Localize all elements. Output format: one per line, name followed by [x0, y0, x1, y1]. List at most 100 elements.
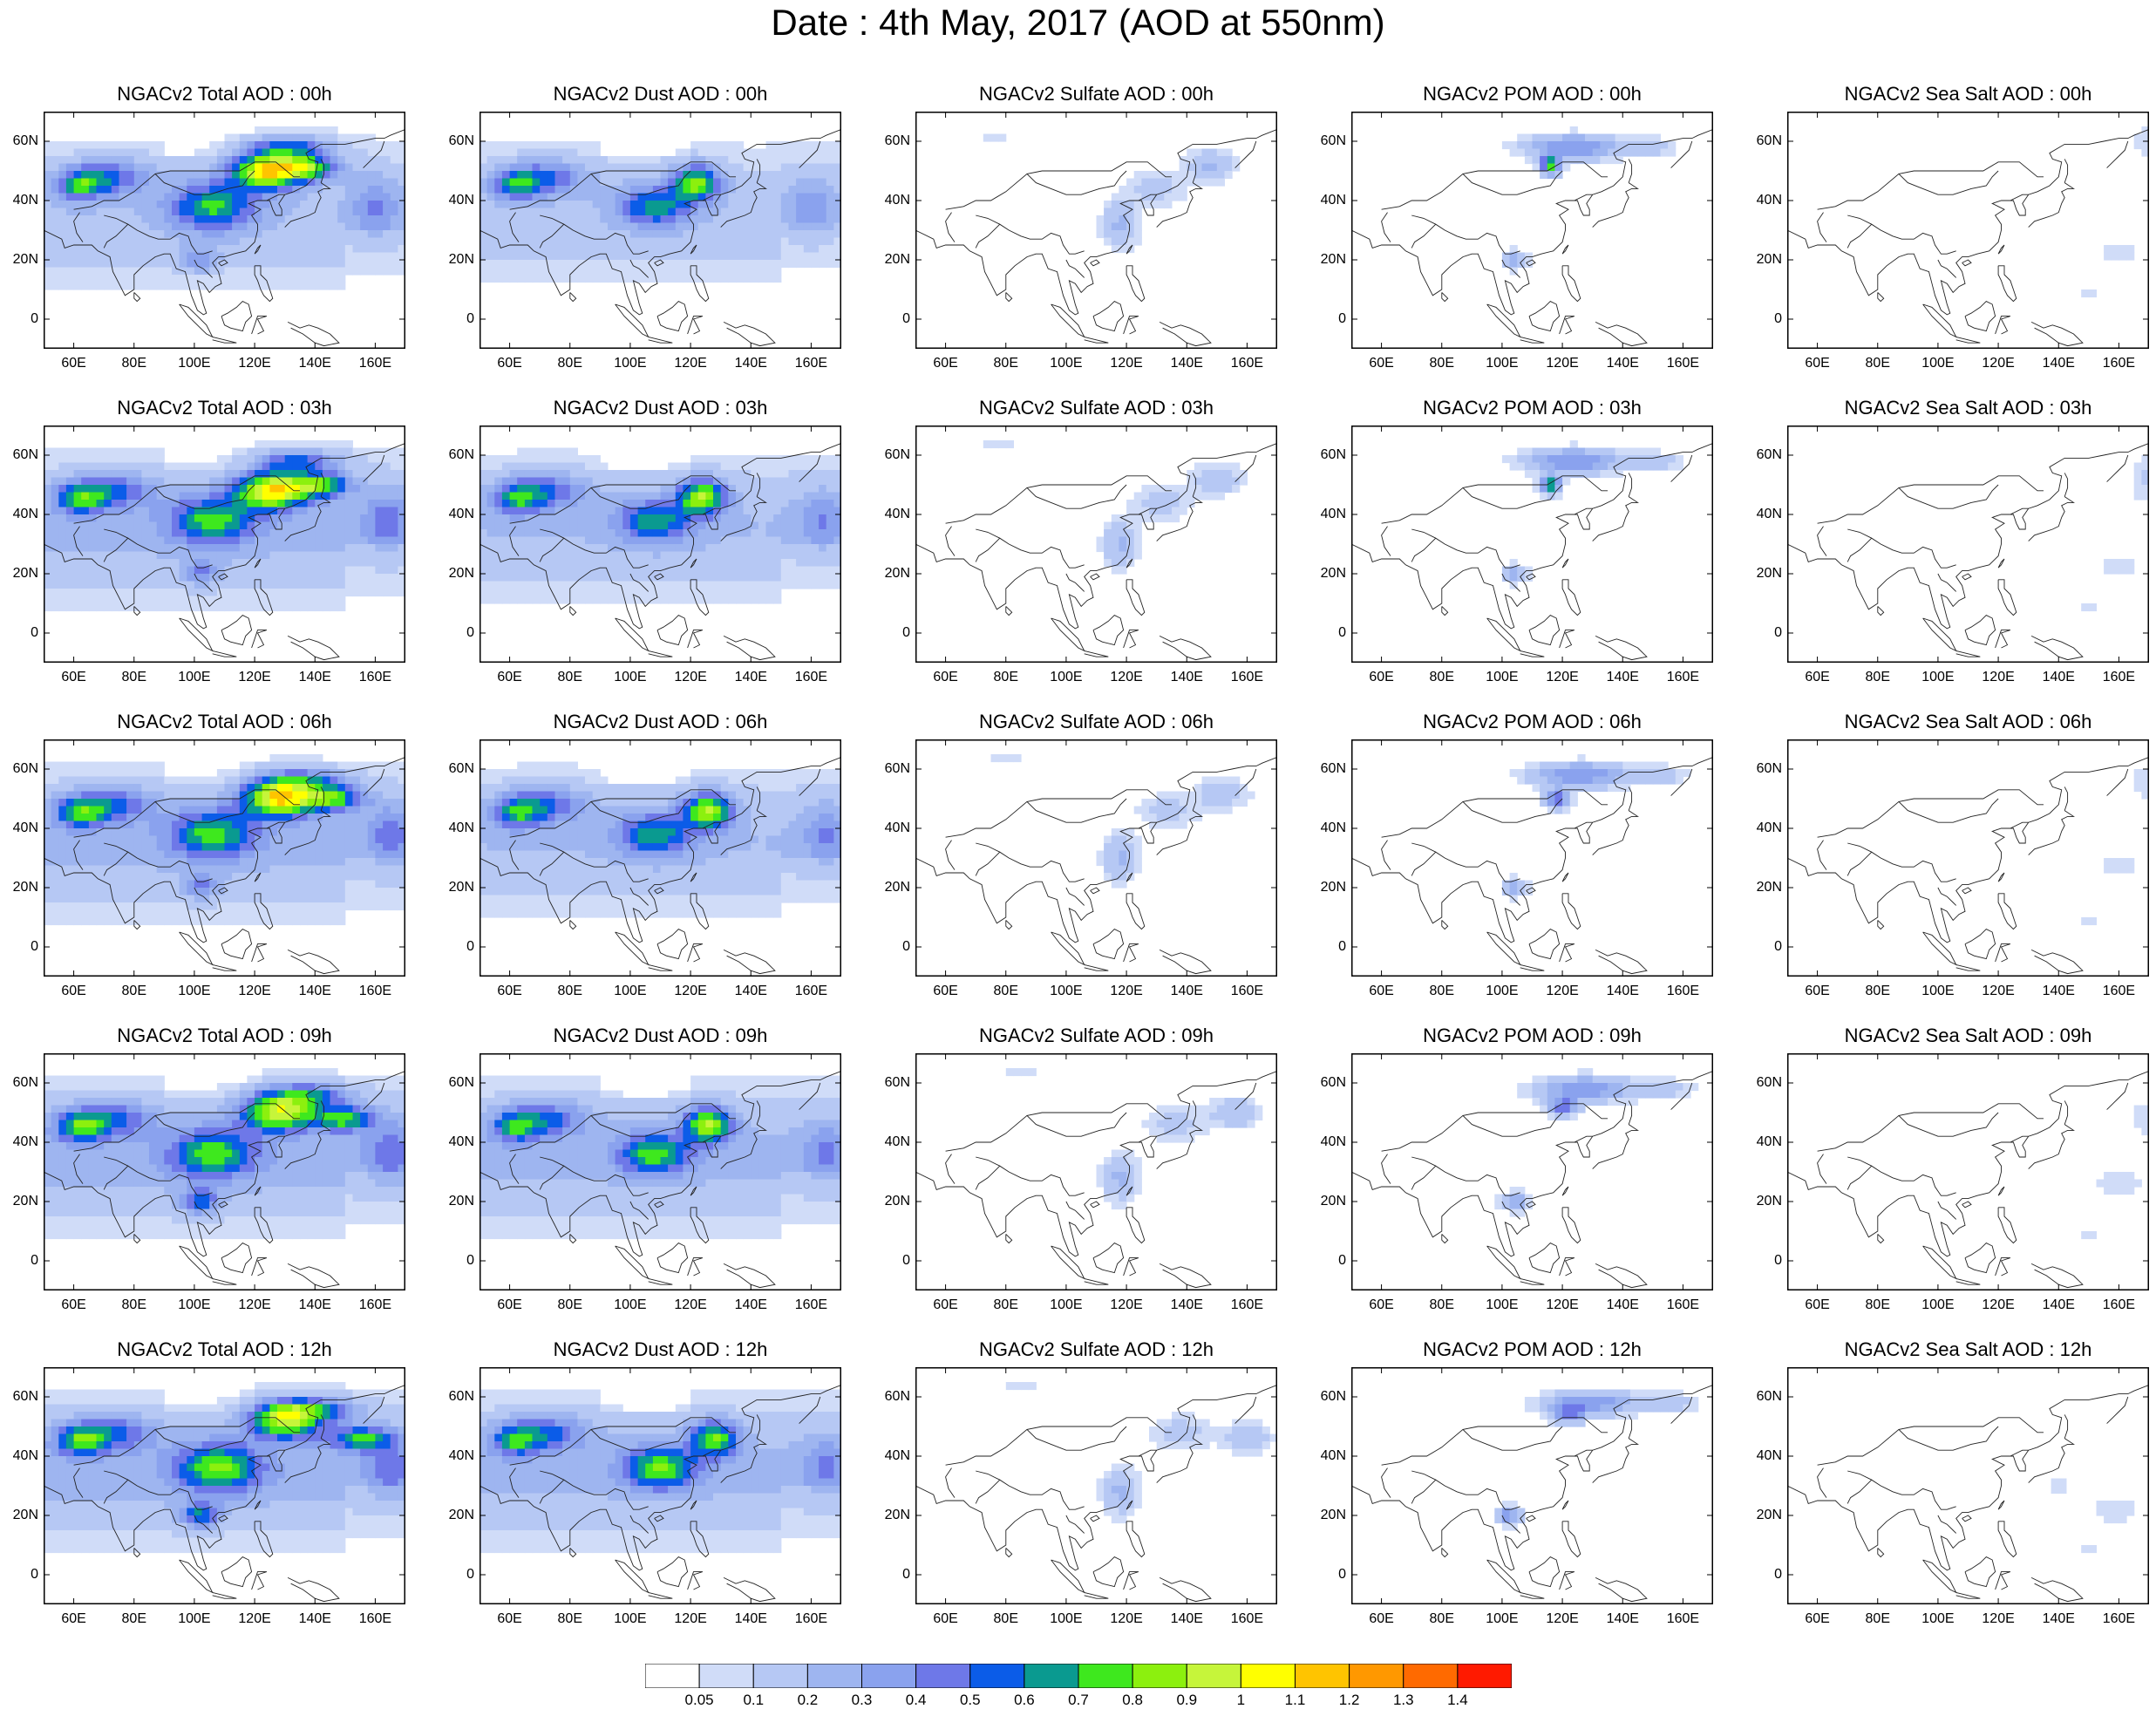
lat-tick-label: 20N: [1308, 566, 1346, 582]
lon-tick-label: 120E: [228, 984, 281, 999]
colorbar-swatch: [970, 1664, 1024, 1688]
colorbar-swatch: [1404, 1664, 1458, 1688]
lon-tick-label: 160E: [785, 356, 837, 371]
lon-tick-label: 160E: [1221, 1297, 1273, 1313]
lon-tick-label: 100E: [1476, 1611, 1528, 1627]
lon-tick-label: 80E: [1416, 984, 1468, 999]
lat-tick-label: 20N: [872, 1508, 910, 1523]
lon-tick-label: 60E: [920, 984, 972, 999]
colorbar-swatch: [1187, 1664, 1241, 1688]
lon-tick-label: 160E: [785, 1611, 837, 1627]
lat-tick-label: 20N: [0, 880, 38, 895]
lat-tick-label: 60N: [0, 1075, 38, 1091]
panel-title: NGACv2 Sulfate AOD : 12h: [881, 1338, 1312, 1362]
lon-tick-label: 80E: [108, 670, 160, 685]
lat-tick-label: 0: [872, 625, 910, 641]
lat-tick-label: 20N: [872, 566, 910, 582]
colorbar-swatch: [916, 1664, 970, 1688]
lon-tick-label: 100E: [1476, 670, 1528, 685]
lon-tick-label: 80E: [544, 356, 596, 371]
lon-tick-label: 160E: [349, 1611, 401, 1627]
lat-tick-label: 60N: [0, 447, 38, 463]
lon-tick-label: 80E: [980, 1297, 1032, 1313]
lon-tick-label: 160E: [2092, 356, 2145, 371]
lon-tick-label: 60E: [484, 984, 536, 999]
aod-map-seasalt-06h: [1787, 739, 2149, 977]
aod-map-seasalt-00h: [1787, 112, 2149, 349]
lat-tick-label: 20N: [1308, 252, 1346, 268]
lat-tick-label: 40N: [1308, 507, 1346, 522]
lat-tick-label: 20N: [1744, 1194, 1782, 1209]
lon-tick-label: 80E: [108, 356, 160, 371]
aod-field: [2081, 769, 2149, 925]
lat-tick-label: 20N: [1744, 1508, 1782, 1523]
lon-tick-label: 60E: [48, 984, 100, 999]
lon-tick-label: 80E: [1852, 1611, 1904, 1627]
lat-tick-label: 20N: [872, 1194, 910, 1209]
lon-tick-label: 80E: [980, 984, 1032, 999]
colorbar-swatch: [1241, 1664, 1295, 1688]
lon-tick-label: 160E: [1656, 1297, 1709, 1313]
aod-field: [1006, 1068, 1263, 1209]
lon-tick-label: 160E: [349, 1297, 401, 1313]
lon-tick-label: 160E: [1221, 670, 1273, 685]
aod-map-dust-00h: [479, 112, 841, 349]
aod-map-pom-09h: [1351, 1053, 1713, 1290]
lon-tick-label: 100E: [604, 984, 656, 999]
lat-tick-label: 40N: [1744, 507, 1782, 522]
lon-tick-label: 160E: [349, 984, 401, 999]
aod-field: [1502, 754, 1691, 903]
lon-tick-label: 120E: [1972, 670, 2024, 685]
lon-tick-label: 140E: [2032, 1611, 2085, 1627]
lon-tick-label: 100E: [1912, 1297, 1964, 1313]
colorbar-label: 0.4: [890, 1692, 942, 1709]
lon-tick-label: 60E: [920, 1297, 972, 1313]
aod-field: [479, 762, 841, 918]
aod-field: [44, 754, 405, 925]
aod-map-sulfate-06h: [915, 739, 1277, 977]
lon-tick-label: 140E: [1596, 984, 1649, 999]
colorbar-label: 1: [1214, 1692, 1267, 1709]
panel-title: NGACv2 POM AOD : 06h: [1316, 710, 1748, 734]
colorbar-label: 0.3: [836, 1692, 888, 1709]
colorbar-label: 1.3: [1377, 1692, 1430, 1709]
lat-tick-label: 20N: [1308, 1508, 1346, 1523]
lon-tick-label: 60E: [484, 1611, 536, 1627]
lat-tick-label: 0: [436, 939, 474, 955]
lon-tick-label: 160E: [785, 984, 837, 999]
lon-tick-label: 80E: [1852, 670, 1904, 685]
aod-field: [479, 1076, 841, 1240]
colorbar-label: 0.1: [727, 1692, 779, 1709]
panel-title: NGACv2 Sulfate AOD : 03h: [881, 396, 1312, 420]
aod-field: [983, 134, 1241, 254]
lon-tick-label: 140E: [724, 356, 777, 371]
aod-map-dust-06h: [479, 739, 841, 977]
aod-map-seasalt-03h: [1787, 426, 2149, 663]
lon-tick-label: 100E: [604, 356, 656, 371]
lon-tick-label: 160E: [2092, 670, 2145, 685]
aod-field: [1502, 126, 1676, 276]
lon-tick-label: 80E: [108, 1611, 160, 1627]
lat-tick-label: 40N: [1308, 1134, 1346, 1150]
lon-tick-label: 60E: [484, 1297, 536, 1313]
lon-tick-label: 120E: [1100, 984, 1153, 999]
lon-tick-label: 60E: [1356, 1611, 1408, 1627]
lon-tick-label: 140E: [1596, 1611, 1649, 1627]
lat-tick-label: 40N: [872, 507, 910, 522]
lon-tick-label: 80E: [980, 356, 1032, 371]
panel-title: NGACv2 Dust AOD : 09h: [445, 1024, 876, 1048]
aod-field: [1494, 1390, 1698, 1531]
lat-tick-label: 20N: [1308, 880, 1346, 895]
lon-tick-label: 60E: [1356, 984, 1408, 999]
aod-field: [479, 1390, 841, 1554]
lat-tick-label: 40N: [1308, 820, 1346, 836]
lon-tick-label: 120E: [228, 1297, 281, 1313]
lat-tick-label: 40N: [1744, 820, 1782, 836]
lon-tick-label: 120E: [1100, 356, 1153, 371]
lon-tick-label: 80E: [544, 670, 596, 685]
lon-tick-label: 60E: [1356, 356, 1408, 371]
lat-tick-label: 0: [0, 939, 38, 955]
lat-tick-label: 0: [0, 625, 38, 641]
lat-tick-label: 20N: [436, 566, 474, 582]
lat-tick-label: 60N: [1744, 1389, 1782, 1405]
